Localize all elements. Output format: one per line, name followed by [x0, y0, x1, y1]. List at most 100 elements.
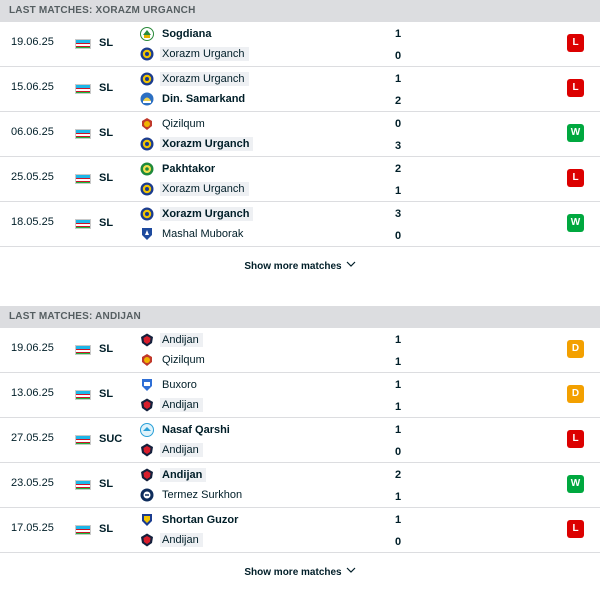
- away-score: 0: [394, 50, 402, 62]
- shortan-crest-icon: [140, 513, 154, 527]
- match-row[interactable]: 25.05.25 SL Pakhtakor 2 Xorazm Urganch 1 L: [0, 157, 600, 202]
- away-team-name: Xorazm Urganch: [160, 182, 249, 196]
- match-row[interactable]: 18.05.25 SL Xorazm Urganch 3 Mashal Muborak 0…: [0, 202, 600, 247]
- andijan-crest-icon: [140, 398, 154, 412]
- home-score: 1: [394, 73, 402, 85]
- home-score: 1: [394, 28, 402, 40]
- away-score: 0: [394, 536, 402, 548]
- result-badge: W: [567, 475, 584, 493]
- away-score: 0: [394, 230, 402, 242]
- away-team-name: Andijan: [160, 443, 203, 457]
- qizilqum-crest-icon: [140, 353, 154, 367]
- match-row[interactable]: 19.06.25 SL Andijan 1 Qizilqum 1 D: [0, 328, 600, 373]
- show-more-label: Show more matches: [244, 260, 342, 272]
- away-team: Andijan: [140, 397, 203, 413]
- uzbekistan-flag-icon: [75, 84, 91, 94]
- away-team: Andijan: [140, 532, 203, 548]
- match-row[interactable]: 13.06.25 SL Buxoro 1 Andijan 1 D: [0, 373, 600, 418]
- home-team: Buxoro: [140, 377, 201, 393]
- away-team: Xorazm Urganch: [140, 181, 249, 197]
- section-header: LAST MATCHES: XORAZM URGANCH: [0, 0, 600, 22]
- away-team-name: Qizilqum: [162, 354, 205, 366]
- andijan-crest-icon: [140, 333, 154, 347]
- away-score: 1: [394, 356, 402, 368]
- home-score: 1: [394, 424, 402, 436]
- home-score: 1: [394, 514, 402, 526]
- show-more-matches-button[interactable]: Show more matches: [0, 553, 600, 591]
- xorazm-crest-icon: [140, 207, 154, 221]
- away-team-name: Andijan: [160, 533, 203, 547]
- match-date: 25.05.25: [11, 171, 54, 183]
- xorazm-crest-icon: [140, 47, 154, 61]
- show-more-matches-button[interactable]: Show more matches: [0, 247, 600, 285]
- away-score: 1: [394, 491, 402, 503]
- uzbekistan-flag-icon: [75, 525, 91, 535]
- home-team: Sogdiana: [140, 26, 216, 42]
- uzbekistan-flag-icon: [75, 39, 91, 49]
- away-team: Termez Surkhon: [140, 487, 246, 503]
- match-date: 13.06.25: [11, 387, 54, 399]
- home-team-name: Andijan: [160, 468, 207, 482]
- match-date: 27.05.25: [11, 432, 54, 444]
- match-row[interactable]: 19.06.25 SL Sogdiana 1 Xorazm Urganch 0 L: [0, 22, 600, 67]
- pakhtakor-crest-icon: [140, 162, 154, 176]
- uzbekistan-flag-icon: [75, 219, 91, 229]
- match-date: 17.05.25: [11, 522, 54, 534]
- sogdiana-crest-icon: [140, 27, 154, 41]
- match-row[interactable]: 15.06.25 SL Xorazm Urganch 1 Din. Samarkand 2…: [0, 67, 600, 112]
- match-date: 19.06.25: [11, 36, 54, 48]
- home-team-name: Nasaf Qarshi: [162, 424, 230, 436]
- home-score: 2: [394, 163, 402, 175]
- nasaf-crest-icon: [140, 423, 154, 437]
- home-score: 2: [394, 469, 402, 481]
- home-team: Qizilqum: [140, 116, 209, 132]
- andijan-crest-icon: [140, 443, 154, 457]
- home-team: Andijan: [140, 332, 203, 348]
- competition-label: SL: [99, 127, 114, 139]
- home-team-name: Shortan Guzor: [162, 514, 239, 526]
- away-team-name: Din. Samarkand: [162, 93, 246, 105]
- result-badge: D: [567, 385, 584, 403]
- home-team: Xorazm Urganch: [140, 71, 249, 87]
- away-team-name: Mashal Muborak: [162, 228, 244, 240]
- home-score: 1: [394, 379, 402, 391]
- xorazm-crest-icon: [140, 72, 154, 86]
- qizilqum-crest-icon: [140, 117, 154, 131]
- away-team-name: Xorazm Urganch: [160, 137, 254, 151]
- uzbekistan-flag-icon: [75, 174, 91, 184]
- uzbekistan-flag-icon: [75, 129, 91, 139]
- xorazm-crest-icon: [140, 182, 154, 196]
- competition-label: SL: [99, 388, 114, 400]
- match-row[interactable]: 27.05.25 SUC Nasaf Qarshi 1 Andijan 0 L: [0, 418, 600, 463]
- buxoro-crest-icon: [140, 378, 154, 392]
- competition-label: SUC: [99, 433, 123, 445]
- chevron-down-icon: [346, 566, 356, 577]
- away-team: Din. Samarkand: [140, 91, 249, 107]
- away-score: 2: [394, 95, 402, 107]
- away-team: Xorazm Urganch: [140, 136, 254, 152]
- home-team: Pakhtakor: [140, 161, 219, 177]
- samarkand-crest-icon: [140, 92, 154, 106]
- result-badge: L: [567, 34, 584, 52]
- match-date: 23.05.25: [11, 477, 54, 489]
- home-team-name: Andijan: [160, 333, 203, 347]
- result-badge: L: [567, 430, 584, 448]
- match-row[interactable]: 06.06.25 SL Qizilqum 0 Xorazm Urganch 3 W: [0, 112, 600, 157]
- match-row[interactable]: 17.05.25 SL Shortan Guzor 1 Andijan 0 L: [0, 508, 600, 553]
- chevron-down-icon: [346, 260, 356, 271]
- home-team-name: Qizilqum: [162, 118, 205, 130]
- away-team: Mashal Muborak: [140, 226, 247, 242]
- home-team-name: Xorazm Urganch: [160, 72, 249, 86]
- competition-label: SL: [99, 82, 114, 94]
- away-score: 0: [394, 446, 402, 458]
- away-team: Andijan: [140, 442, 203, 458]
- away-score: 1: [394, 185, 402, 197]
- uzbekistan-flag-icon: [75, 390, 91, 400]
- show-more-label: Show more matches: [244, 566, 342, 578]
- away-team: Xorazm Urganch: [140, 46, 249, 62]
- home-team-name: Xorazm Urganch: [160, 207, 254, 221]
- mashal-crest-icon: [140, 227, 154, 241]
- match-date: 15.06.25: [11, 81, 54, 93]
- match-row[interactable]: 23.05.25 SL Andijan 2 Termez Surkhon 1 W: [0, 463, 600, 508]
